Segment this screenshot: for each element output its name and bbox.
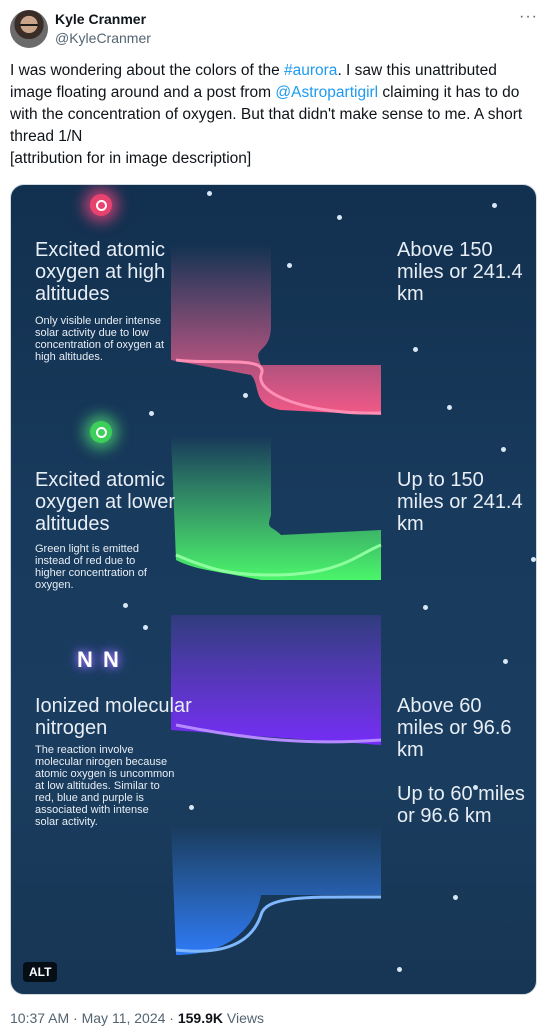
tweet-image[interactable]: Excited atomic oxygen at high altitudes … — [10, 184, 537, 995]
tweet-text-part: . I saw this unattributed image floating… — [10, 62, 502, 101]
star — [503, 659, 508, 664]
meta-separator: · — [169, 1010, 174, 1026]
avatar[interactable] — [10, 10, 48, 48]
views-label: Views — [226, 1010, 264, 1026]
blue-altitude-upto: Up to 60 miles or 96.6 km — [397, 783, 525, 827]
mention-link[interactable]: @Astropartigirl — [275, 84, 379, 101]
author-handle[interactable]: @KyleCranmer — [55, 30, 151, 46]
star — [123, 603, 128, 608]
green-title: Excited atomic oxygen at lower altitudes — [35, 469, 176, 535]
green-altitude: Up to 150 miles or 241.4 km — [397, 469, 523, 535]
star — [149, 411, 154, 416]
blue-description: The reaction involve molecular nirogen b… — [35, 744, 175, 828]
star — [243, 393, 248, 398]
tweet-text-attribution: [attribution for in image description] — [10, 150, 252, 167]
views-count: 159.9K — [177, 1010, 224, 1026]
star — [287, 263, 292, 268]
blue-altitude-above: Above 60 miles or 96.6 km — [397, 695, 512, 761]
red-title: Excited atomic oxygen at high altitudes — [35, 239, 166, 305]
star — [453, 895, 458, 900]
star — [143, 625, 148, 630]
tweet-time[interactable]: 10:37 AM — [10, 1010, 70, 1026]
star — [413, 347, 418, 352]
star — [492, 203, 497, 208]
star — [531, 557, 536, 562]
tweet-text-part: claiming it has to do with the concentra… — [10, 84, 527, 145]
star — [397, 967, 402, 972]
tweet-meta: 10:37 AM · May 11, 2024 · 159.9K Views — [10, 1010, 264, 1026]
green-oxygen-icon — [90, 421, 112, 443]
aurora-illustration — [171, 245, 382, 955]
more-options-icon[interactable]: ··· — [519, 8, 538, 25]
tweet-text-part: I was wondering about the colors of the — [10, 62, 284, 79]
star — [337, 215, 342, 220]
blue-title: Ionized molecular nitrogen — [35, 695, 192, 739]
red-description: Only visible under intense solar activit… — [35, 315, 165, 363]
star — [447, 405, 452, 410]
green-description: Green light is emitted instead of red du… — [35, 543, 147, 591]
star — [501, 447, 506, 452]
hashtag-link[interactable]: #aurora — [284, 62, 338, 79]
star — [423, 605, 428, 610]
meta-separator: · — [73, 1010, 78, 1026]
tweet-text: I was wondering about the colors of the … — [10, 60, 540, 170]
nitrogen-symbol: N N — [77, 647, 121, 672]
red-oxygen-icon — [90, 194, 112, 216]
author-name[interactable]: Kyle Cranmer — [55, 11, 147, 27]
star — [473, 785, 478, 790]
tweet-date[interactable]: May 11, 2024 — [81, 1010, 166, 1026]
red-altitude: Above 150 miles or 241.4 km — [397, 239, 523, 305]
star — [189, 805, 194, 810]
alt-text-badge[interactable]: ALT — [23, 962, 58, 982]
star — [207, 191, 212, 196]
tweet-header: Kyle Cranmer @KyleCranmer ··· — [10, 8, 540, 52]
